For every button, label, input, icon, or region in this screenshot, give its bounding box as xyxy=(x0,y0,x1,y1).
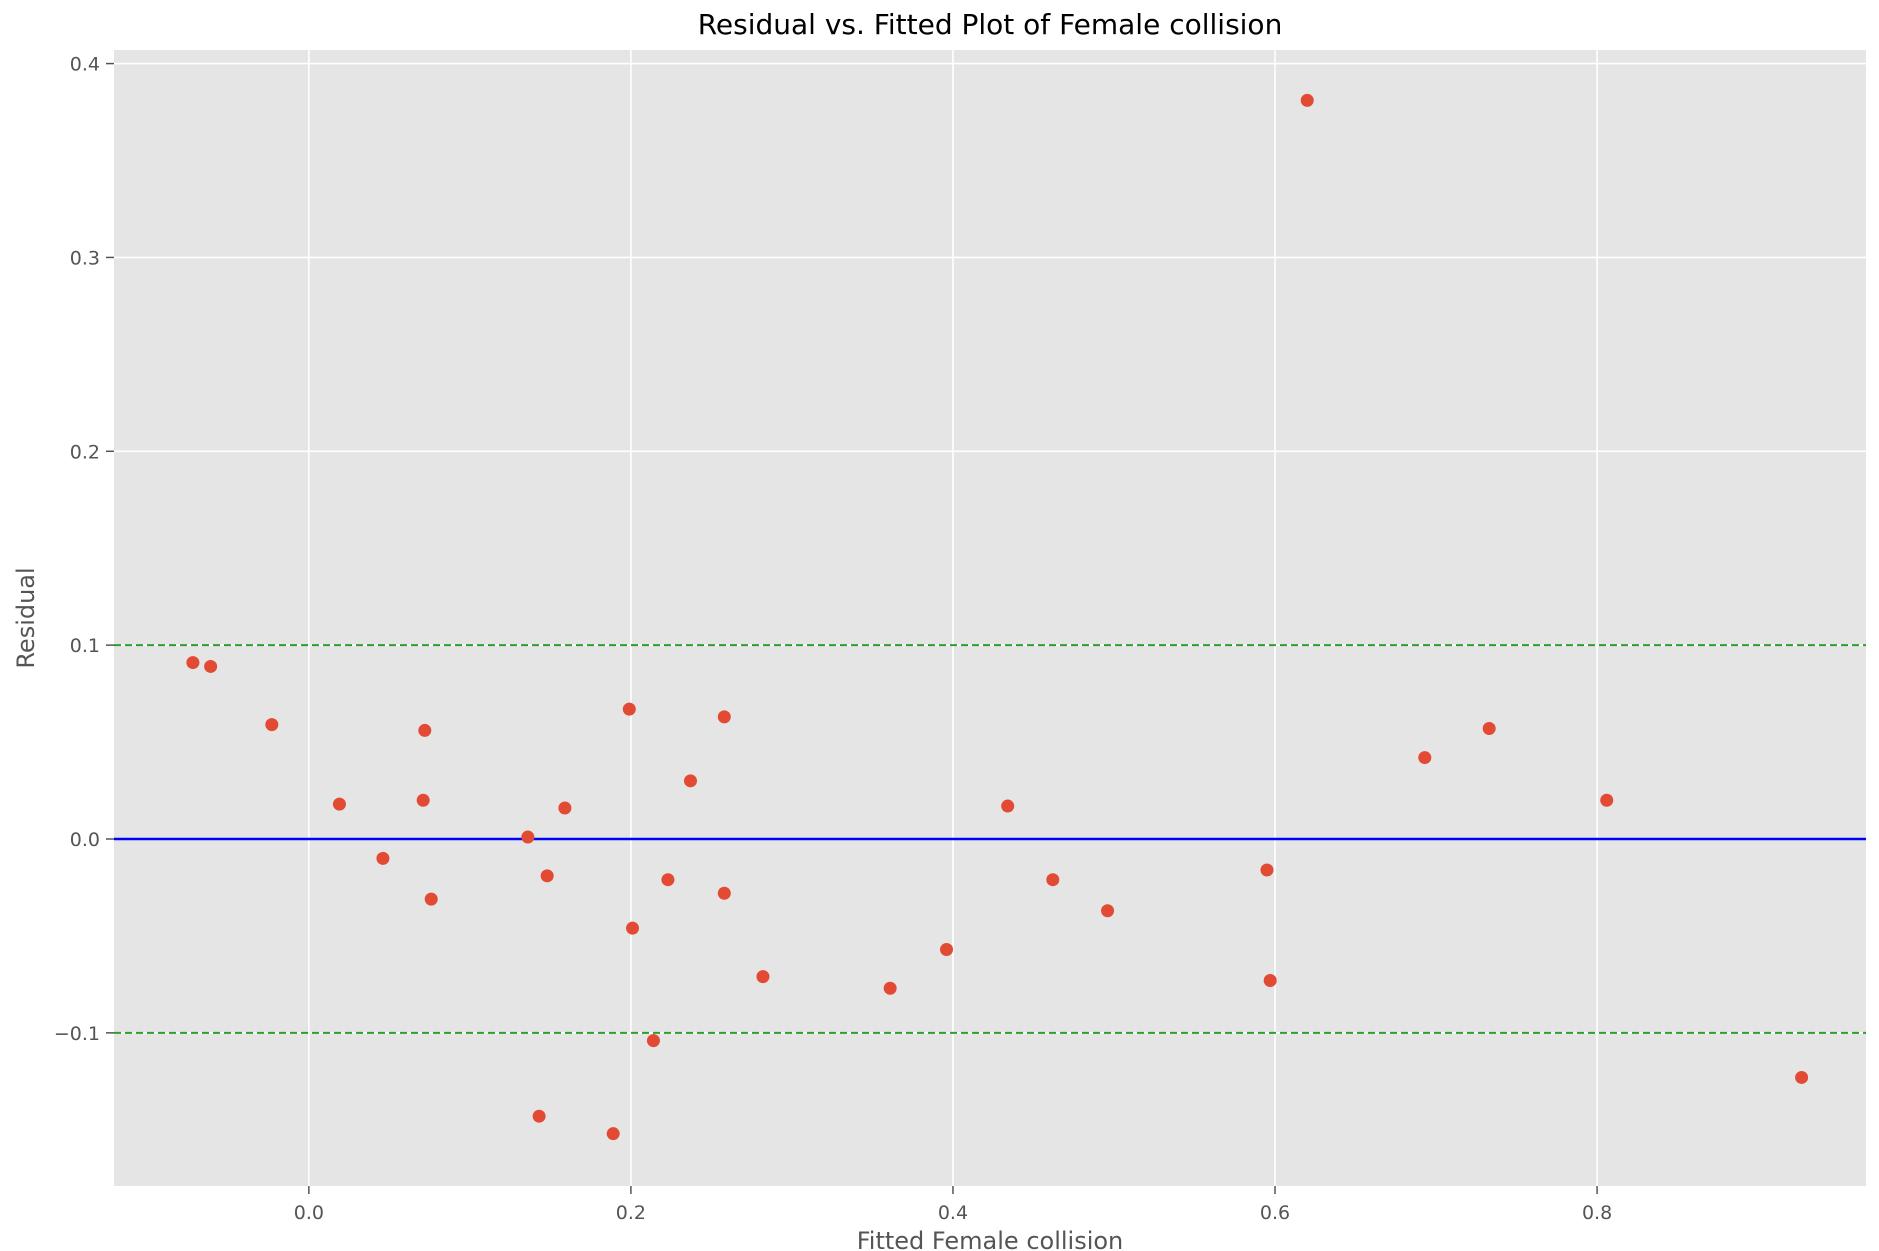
y-tick-label: 0.3 xyxy=(70,247,100,269)
data-point xyxy=(1418,751,1432,765)
reference-lines xyxy=(114,644,1866,1034)
data-point xyxy=(424,892,438,906)
scatter-points xyxy=(186,93,1809,1141)
y-tick-label: 0.1 xyxy=(70,635,100,657)
y-tick-label: −0.1 xyxy=(54,1023,100,1045)
data-point xyxy=(416,793,430,807)
data-point xyxy=(622,702,636,716)
data-point xyxy=(1795,1070,1809,1084)
data-point xyxy=(883,981,897,995)
data-point xyxy=(717,886,731,900)
data-point xyxy=(540,869,554,883)
data-point xyxy=(186,656,200,670)
y-tick-label: 0.0 xyxy=(70,829,100,851)
x-tick-label: 0.2 xyxy=(616,1202,646,1224)
data-point xyxy=(683,774,697,788)
data-point xyxy=(1300,93,1314,107)
data-point xyxy=(1260,863,1274,877)
data-point xyxy=(661,873,675,887)
y-tick-label: 0.2 xyxy=(70,441,100,463)
data-point xyxy=(1482,721,1496,735)
data-point xyxy=(558,801,572,815)
x-tick-label: 0.0 xyxy=(294,1202,324,1224)
data-point xyxy=(717,710,731,724)
data-point xyxy=(606,1127,620,1141)
x-axis-ticks: 0.0 0.2 0.4 0.6 0.8 xyxy=(294,1186,1612,1224)
data-point xyxy=(756,970,770,984)
chart-title: Residual vs. Fitted Plot of Female colli… xyxy=(698,8,1283,41)
data-point xyxy=(1600,793,1614,807)
x-axis-label: Fitted Female collision xyxy=(857,1227,1124,1251)
data-point xyxy=(265,718,279,732)
y-tick-label: 0.4 xyxy=(70,54,100,76)
data-point xyxy=(626,921,640,935)
data-point xyxy=(1263,974,1277,988)
x-tick-label: 0.8 xyxy=(1582,1202,1612,1224)
data-point xyxy=(332,797,346,811)
x-tick-label: 0.6 xyxy=(1260,1202,1290,1224)
data-point xyxy=(1001,799,1015,813)
data-point xyxy=(532,1109,546,1123)
plot-area xyxy=(114,50,1866,1186)
data-point xyxy=(940,942,954,956)
data-point xyxy=(1046,873,1060,887)
data-point xyxy=(204,659,218,673)
data-point xyxy=(521,830,535,844)
y-axis-ticks: −0.1 0.0 0.1 0.2 0.3 0.4 xyxy=(54,54,114,1045)
data-point xyxy=(376,851,390,865)
y-axis-label: Residual xyxy=(12,567,40,668)
data-point xyxy=(418,723,432,737)
data-point xyxy=(646,1034,660,1048)
data-point xyxy=(1101,904,1115,918)
x-tick-label: 0.4 xyxy=(938,1202,968,1224)
